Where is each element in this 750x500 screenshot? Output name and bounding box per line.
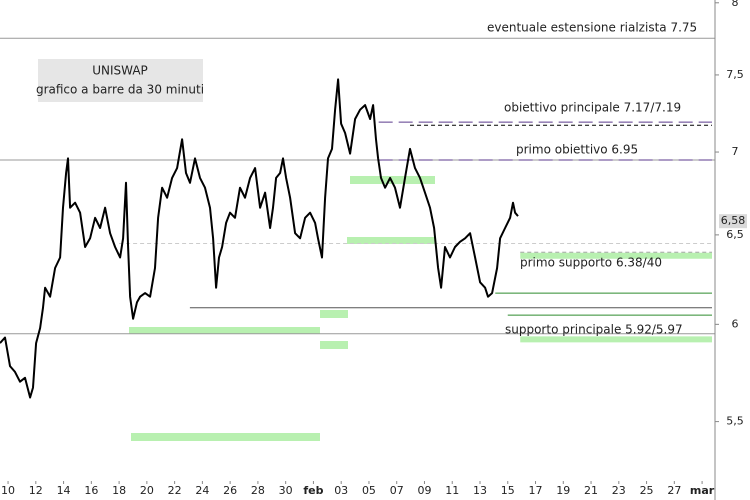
chart-title: UNISWAP — [92, 64, 148, 78]
y-tick-label: 6 — [732, 317, 739, 330]
x-tick-label: 22 — [168, 484, 182, 497]
x-tick-label: mar — [690, 484, 715, 497]
x-tick-label: 17 — [529, 484, 543, 497]
levels — [0, 37, 715, 343]
x-tick-label: 07 — [390, 484, 404, 497]
x-tick-label: 26 — [223, 484, 237, 497]
price-line — [0, 78, 519, 399]
annotation: obiettivo principale 7.17/7.19 — [504, 101, 681, 115]
zone — [131, 433, 320, 441]
x-tick-label: 15 — [501, 484, 515, 497]
x-tick-label: 12 — [29, 484, 43, 497]
x-tick-label: 13 — [473, 484, 487, 497]
x-tick-label: 27 — [667, 484, 681, 497]
annotation: eventuale estensione rialzista 7.75 — [487, 21, 697, 35]
y-tick-label: 6,5 — [726, 228, 744, 241]
x-tick-label: 09 — [417, 484, 431, 497]
zone — [320, 310, 348, 318]
axis-panel — [715, 0, 750, 500]
last-price-box — [719, 214, 747, 229]
y-tick-label: 8 — [732, 0, 739, 9]
x-tick-label: 16 — [84, 484, 98, 497]
title-box — [38, 59, 203, 102]
x-tick-label: 11 — [445, 484, 459, 497]
x-tick-label: 23 — [612, 484, 626, 497]
zone — [350, 176, 435, 184]
x-tick-label: 19 — [556, 484, 570, 497]
x-tick-label: 25 — [640, 484, 654, 497]
zones — [129, 176, 435, 441]
last-price-label: 6,58 — [721, 214, 746, 227]
y-tick-label: 5,5 — [726, 415, 744, 428]
x-tick-label: feb — [303, 484, 323, 497]
y-tick-label: 7 — [732, 145, 739, 158]
chart-subtitle: grafico a barre da 30 minuti — [36, 83, 204, 97]
x-tick-label: 14 — [57, 484, 71, 497]
y-tick-label: 7,5 — [726, 68, 744, 81]
x-tick-label: 30 — [279, 484, 293, 497]
x-tick-label: 03 — [334, 484, 348, 497]
x-tick-label: 28 — [251, 484, 265, 497]
plot: eventuale estensione rialzista 7.75 obiet… — [0, 21, 697, 399]
x-tick-label: 10 — [1, 484, 15, 497]
zone — [347, 237, 435, 244]
annotation: primo obiettivo 6.95 — [516, 143, 638, 157]
annotation: primo supporto 6.38/40 — [520, 256, 662, 270]
x-tick-label: 18 — [112, 484, 126, 497]
x-tick-label: 05 — [362, 484, 376, 497]
annotation: supporto principale 5.92/5.97 — [505, 323, 683, 337]
x-tick-label: 24 — [195, 484, 209, 497]
x-tick-label: 21 — [584, 484, 598, 497]
zone — [129, 327, 320, 334]
zone — [320, 341, 348, 349]
x-tick-label: 20 — [140, 484, 154, 497]
